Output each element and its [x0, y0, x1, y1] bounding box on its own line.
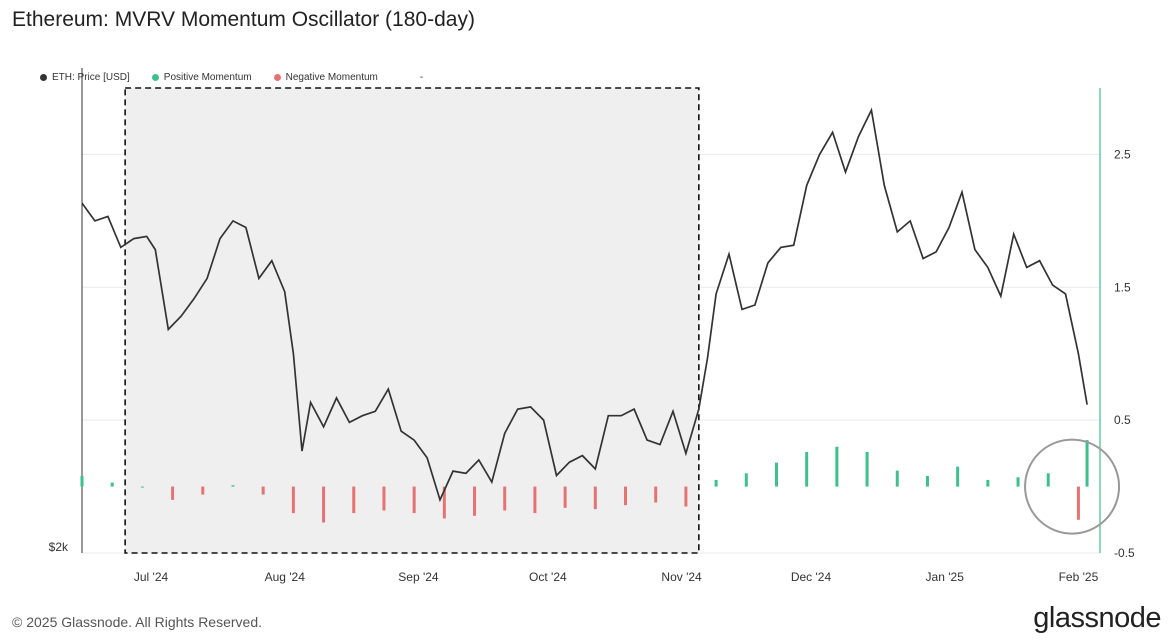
momentum-bar-6	[261, 486, 265, 495]
momentum-bar-7	[291, 486, 295, 514]
momentum-bar-25	[835, 446, 839, 487]
momentum-bar-13	[473, 486, 477, 516]
momentum-bar-28	[925, 475, 929, 487]
legend-positive-label: Positive Momentum	[163, 72, 252, 83]
y-right-tick-3: -0.5	[1114, 546, 1135, 560]
momentum-bar-27	[895, 470, 899, 487]
x-tick-7: Feb '25	[1059, 570, 1099, 584]
legend-price-dot	[40, 74, 47, 81]
momentum-bar-1	[110, 482, 114, 487]
highlight-period	[124, 87, 700, 554]
momentum-bar-23	[774, 462, 778, 487]
x-tick-3: Oct '24	[529, 570, 567, 584]
momentum-bar-17	[593, 486, 597, 510]
momentum-bar-10	[382, 486, 386, 511]
momentum-bar-29	[956, 466, 960, 487]
x-tick-4: Nov '24	[661, 570, 702, 584]
momentum-bar-4	[201, 486, 205, 495]
chart-legend: ETH: Price [USD] Positive Momentum Negat…	[40, 72, 423, 83]
momentum-bar-8	[322, 486, 326, 523]
x-tick-5: Dec '24	[791, 570, 832, 584]
momentum-bar-15	[533, 486, 537, 514]
momentum-bar-20	[684, 486, 688, 507]
legend-negative-dot	[273, 74, 281, 81]
momentum-bar-19	[654, 486, 658, 503]
momentum-bar-26	[865, 452, 869, 487]
legend-positive-dot	[151, 74, 159, 81]
momentum-bar-22	[744, 473, 748, 487]
legend-negative-label: Negative Momentum	[285, 72, 378, 83]
legend-item-positive[interactable]: Positive Momentum	[151, 72, 252, 83]
momentum-bar-9	[352, 486, 356, 514]
y-right-tick-1: 1.5	[1114, 280, 1131, 294]
legend-item-negative[interactable]: Negative Momentum	[273, 72, 378, 83]
x-tick-6: Jan '25	[926, 570, 965, 584]
momentum-bar-14	[503, 486, 507, 511]
momentum-bar-31	[1016, 477, 1020, 487]
x-axis-ticks: Jul '24 Aug '24 Sep '24 Oct '24 Nov '24 Dec '…	[134, 570, 1099, 584]
chart-title: Ethereum: MVRV Momentum Oscillator (180-…	[12, 8, 475, 31]
copyright-footer: © 2025 Glassnode. All Rights Reserved.	[12, 614, 263, 630]
legend-price-label: ETH: Price [USD]	[52, 72, 130, 83]
momentum-bar-30	[986, 479, 990, 487]
momentum-bar-2	[140, 486, 144, 488]
y-right-ticks: 2.5 1.5 0.5 -0.5	[1114, 147, 1135, 560]
legend-extra: -	[419, 72, 424, 83]
y-right-tick-2: 0.5	[1114, 413, 1131, 427]
momentum-bar-5	[231, 485, 235, 487]
momentum-bar-32	[1046, 473, 1050, 487]
momentum-bar-33	[1076, 486, 1080, 520]
momentum-bar-16	[563, 486, 567, 508]
price-line	[81, 107, 1088, 503]
momentum-bar-0	[80, 475, 84, 487]
legend-item-price[interactable]: ETH: Price [USD]	[40, 72, 130, 83]
momentum-bar-24	[805, 452, 809, 487]
y-right-tick-0: 2.5	[1114, 147, 1131, 161]
x-tick-2: Sep '24	[398, 570, 439, 584]
x-tick-0: Jul '24	[134, 570, 169, 584]
y-left-ticks: $2k	[49, 540, 69, 554]
momentum-bar-34	[1085, 440, 1089, 487]
x-tick-1: Aug '24	[265, 570, 306, 584]
circle-annotation	[1024, 438, 1121, 535]
momentum-bar-18	[624, 486, 628, 506]
momentum-bar-21	[714, 479, 718, 487]
y-left-tick-0: $2k	[49, 540, 69, 554]
momentum-bar-3	[171, 486, 175, 500]
momentum-bar-11	[412, 486, 416, 514]
momentum-bar-12	[442, 486, 446, 519]
glassnode-logo: glassnode	[1033, 602, 1161, 634]
momentum-bars	[80, 440, 1089, 523]
